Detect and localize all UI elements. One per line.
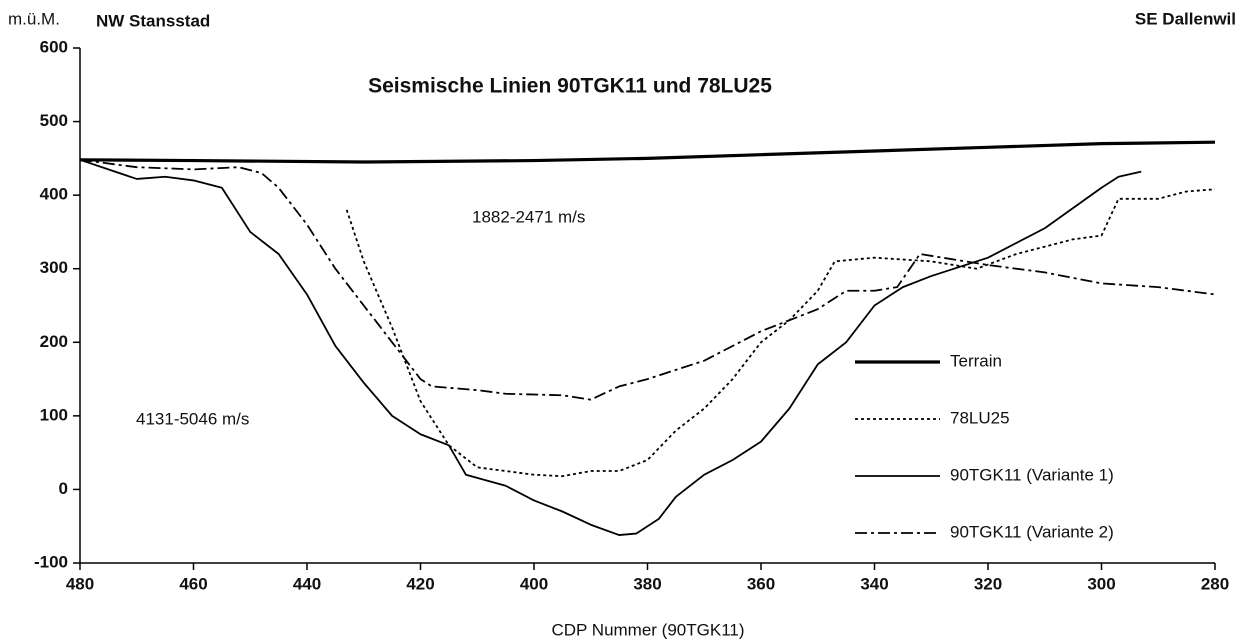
x-tick-label: 340 [860, 574, 888, 593]
series-line [79, 140, 1216, 164]
x-axis-label: CDP Nummer (90TGK11) [551, 620, 744, 639]
right-label: SE Dallenwil [1135, 9, 1236, 28]
chart-title: Seismische Linien 90TGK11 und 78LU25 [368, 75, 772, 98]
legend-label: 90TGK11 (Variante 1) [950, 465, 1114, 484]
y-tick-label: 100 [40, 405, 68, 424]
series-line [79, 158, 1142, 536]
y-tick-label: -100 [34, 552, 68, 571]
series-line [345, 188, 1216, 478]
y-tick-label: 200 [40, 332, 68, 351]
x-tick-label: 480 [66, 574, 94, 593]
x-tick-label: 420 [406, 574, 434, 593]
y-tick-label: 400 [40, 185, 68, 204]
x-tick-label: 380 [633, 574, 661, 593]
x-tick-label: 460 [179, 574, 207, 593]
y-tick-label: 600 [40, 37, 68, 56]
y-axis-label: m.ü.M. [8, 9, 60, 28]
annotation: 4131-5046 m/s [136, 409, 249, 428]
x-tick-label: 360 [747, 574, 775, 593]
x-tick-label: 400 [520, 574, 548, 593]
x-tick-label: 320 [974, 574, 1002, 593]
y-tick-label: 0 [59, 479, 68, 498]
annotation: 1882-2471 m/s [472, 207, 585, 226]
legend-label: Terrain [950, 351, 1002, 370]
series-line [79, 158, 1216, 401]
y-tick-label: 300 [40, 258, 68, 277]
x-tick-label: 300 [1087, 574, 1115, 593]
legend-label: 78LU25 [950, 408, 1010, 427]
y-tick-label: 500 [40, 111, 68, 130]
left-label: NW Stansstad [96, 11, 210, 30]
x-tick-label: 440 [293, 574, 321, 593]
x-tick-label: 280 [1201, 574, 1229, 593]
legend-label: 90TGK11 (Variante 2) [950, 522, 1114, 541]
